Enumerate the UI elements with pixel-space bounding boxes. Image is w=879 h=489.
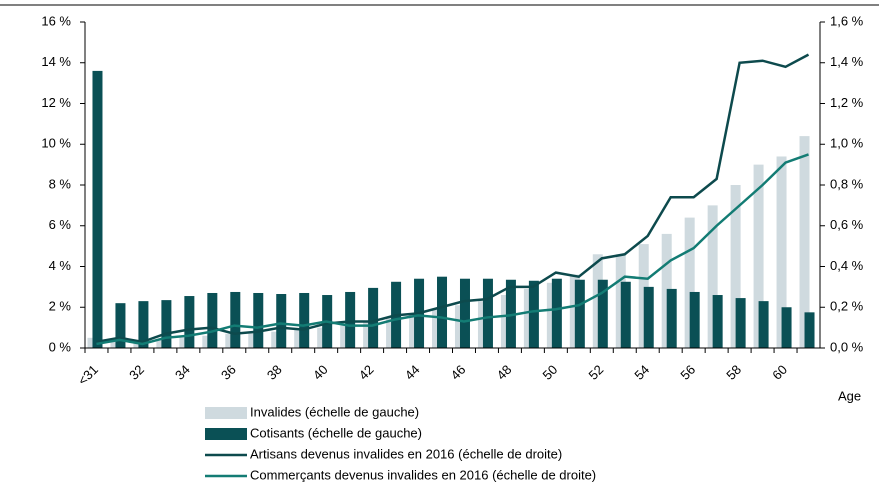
bar (804, 312, 815, 348)
y-tick-label: 16 % (41, 13, 71, 28)
bar (666, 288, 677, 348)
bar (115, 303, 126, 348)
legend-label: Cotisants (échelle de gauche) (250, 425, 422, 440)
x-tick-label: 46 (448, 362, 469, 383)
bar (551, 278, 562, 348)
bar (730, 185, 741, 348)
bar (253, 292, 264, 348)
legend-label: Commerçants devenus invalides en 2016 (é… (250, 467, 596, 482)
bar (207, 292, 218, 348)
y2-tick-label: 0,8 % (830, 176, 864, 191)
y-tick-label: 0 % (49, 339, 72, 354)
y-tick-label: 4 % (49, 258, 72, 273)
bar (597, 279, 608, 348)
bar (574, 279, 585, 348)
y2-tick-label: 1,0 % (830, 136, 864, 151)
x-tick-label: 48 (494, 362, 515, 383)
x-tick-label: 50 (540, 362, 561, 383)
bar (345, 291, 356, 348)
legend-swatch (205, 407, 247, 419)
legend-label: Artisans devenus invalides en 2016 (éche… (250, 446, 562, 461)
line (96, 153, 809, 346)
y2-tick-label: 1,2 % (830, 95, 864, 110)
bar (620, 281, 631, 348)
bar (528, 280, 539, 348)
bar (758, 301, 769, 348)
x-axis-label: Age (838, 388, 861, 403)
x-tick-label: <31 (75, 362, 101, 388)
bar (161, 300, 172, 348)
bar (776, 156, 787, 348)
x-tick-label: 58 (723, 362, 744, 383)
bar (781, 307, 792, 348)
x-tick-label: 34 (172, 362, 193, 383)
bar (230, 291, 241, 348)
bar (184, 296, 195, 348)
y2-tick-label: 0,0 % (830, 339, 864, 354)
bar (299, 292, 310, 348)
y-tick-label: 12 % (41, 95, 71, 110)
y2-tick-label: 1,6 % (830, 13, 864, 28)
bar (712, 295, 723, 348)
bar (437, 276, 448, 348)
bar (799, 136, 810, 348)
y2-tick-label: 0,4 % (830, 258, 864, 273)
bar (684, 217, 695, 348)
y-tick-label: 8 % (49, 176, 72, 191)
y-tick-label: 10 % (41, 136, 71, 151)
x-tick-label: 52 (586, 362, 607, 383)
bar (92, 70, 103, 349)
y-tick-label: 6 % (49, 217, 72, 232)
x-tick-label: 38 (264, 362, 285, 383)
x-tick-label: 44 (402, 362, 423, 383)
legend-label: Invalides (échelle de gauche) (250, 404, 419, 419)
legend-swatch (205, 428, 247, 440)
bar (643, 286, 654, 348)
x-tick-label: 40 (310, 362, 331, 383)
bar (735, 298, 746, 348)
x-tick-label: 54 (631, 362, 652, 383)
bar (482, 278, 493, 348)
y2-tick-label: 1,4 % (830, 54, 864, 69)
bar (138, 301, 149, 348)
y2-tick-label: 0,2 % (830, 299, 864, 314)
y-tick-label: 14 % (41, 54, 71, 69)
bar (505, 279, 516, 348)
x-tick-label: 56 (677, 362, 698, 383)
bar (276, 294, 287, 348)
bar (707, 205, 718, 348)
line (96, 53, 810, 344)
x-tick-label: 32 (126, 362, 147, 383)
y-tick-label: 2 % (49, 299, 72, 314)
bar (368, 287, 379, 348)
x-tick-label: 60 (769, 362, 790, 383)
bar (753, 164, 764, 348)
y2-tick-label: 0,6 % (830, 217, 864, 232)
bar (459, 278, 470, 348)
x-tick-label: 42 (356, 362, 377, 383)
bar (689, 291, 700, 348)
x-tick-label: 36 (218, 362, 239, 383)
